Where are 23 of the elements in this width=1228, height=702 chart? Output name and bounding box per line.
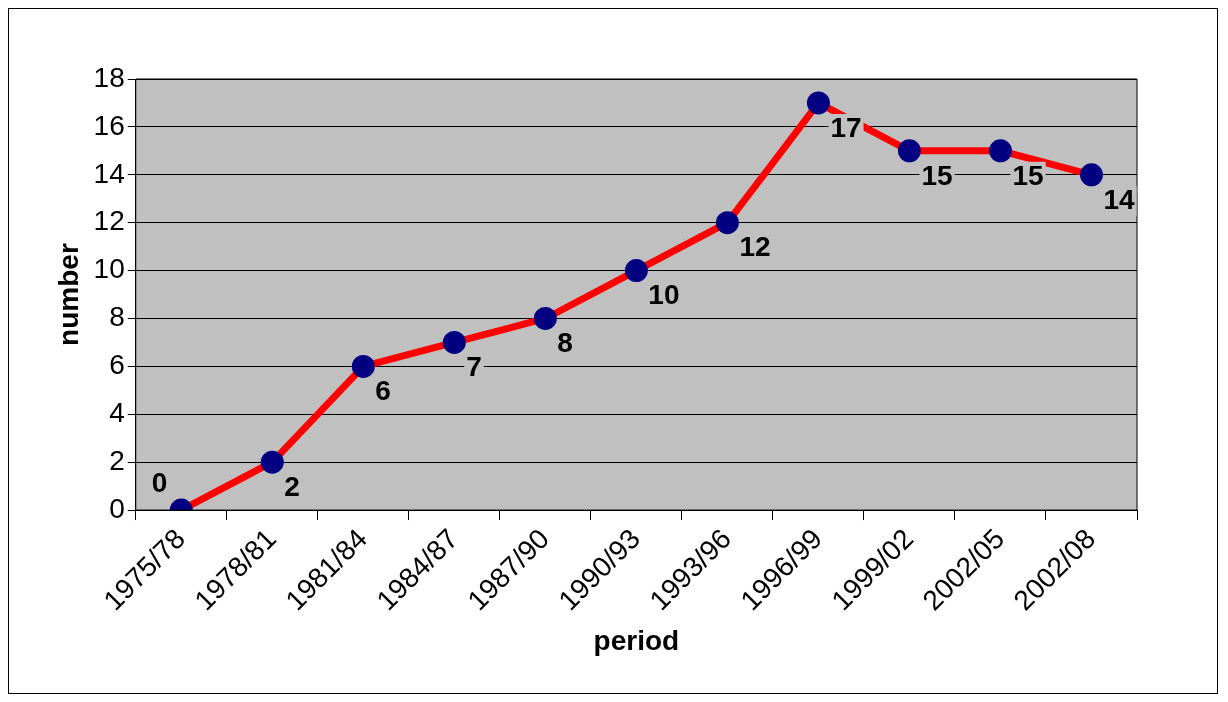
data-label: 6 [375,375,391,407]
data-label: 12 [739,231,771,263]
y-tick-label: 0 [109,492,125,524]
y-tick-label: 16 [93,109,125,141]
data-label: 15 [1012,159,1044,191]
data-label: 0 [151,466,168,498]
y-tick-label: 10 [93,253,125,285]
y-tick-label: 18 [93,61,125,93]
y-tick-label: 6 [109,349,125,381]
y-tick-label: 12 [93,205,125,237]
y-tick-label: 2 [109,444,125,476]
y-tick-label: 8 [109,301,125,333]
data-label: 14 [1103,183,1136,215]
data-label: 7 [466,351,482,383]
x-axis-title: period [593,624,680,656]
y-axis-title: number [52,243,84,346]
data-label: 17 [830,111,862,143]
y-tick-label: 14 [93,157,125,189]
data-label: 10 [648,279,680,311]
data-label: 8 [557,327,573,359]
data-label: 15 [921,159,953,191]
data-label: 2 [284,470,300,502]
y-tick-label: 4 [109,397,125,428]
